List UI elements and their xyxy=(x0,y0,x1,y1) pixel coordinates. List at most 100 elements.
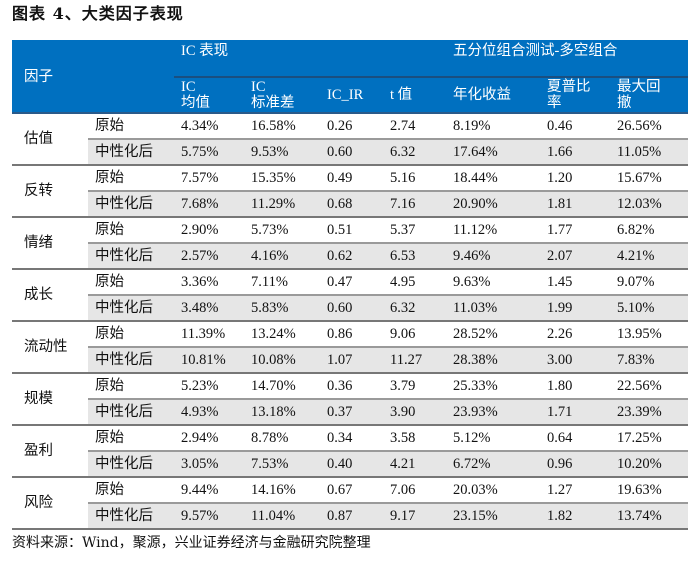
value-cell: 9.46% xyxy=(446,243,540,270)
value-cell: 6.72% xyxy=(446,451,540,478)
value-cell: 1.45 xyxy=(540,269,610,296)
value-cell: 28.38% xyxy=(446,347,540,374)
value-cell: 0.36 xyxy=(320,373,383,400)
value-cell: 9.53% xyxy=(244,139,320,166)
column-header-line: IC_IR xyxy=(327,87,364,103)
value-cell: 2.26 xyxy=(540,321,610,348)
value-cell: 18.44% xyxy=(446,165,540,192)
variant-label: 原始 xyxy=(88,373,174,400)
value-cell: 11.03% xyxy=(446,295,540,322)
table-row: 流动性 原始 11.39% 13.24% 0.86 9.06 28.52% 2.26 13.95… xyxy=(12,321,688,374)
value-cell: 11.12% xyxy=(446,217,540,244)
source-note: 资料来源：Wind，聚源，兴业证券经济与金融研究院整理 xyxy=(12,535,371,551)
value-cell: 1.66 xyxy=(540,139,610,166)
value-cell: 9.17 xyxy=(383,503,446,530)
value-cell: 1.82 xyxy=(540,503,610,530)
value-cell: 7.68% xyxy=(174,191,244,218)
value-cell: 4.21% xyxy=(610,243,688,270)
variant-label: 中性化后 xyxy=(88,347,174,374)
value-cell: 22.56% xyxy=(610,373,688,400)
value-cell: 3.48% xyxy=(174,295,244,322)
value-cell: 4.93% xyxy=(174,399,244,426)
column-header-line: 率 xyxy=(547,95,562,111)
factor-name: 情绪 xyxy=(12,217,88,270)
column-header: IC 均值 xyxy=(174,77,244,114)
value-cell: 2.07 xyxy=(540,243,610,270)
value-cell: 2.94% xyxy=(174,425,244,452)
value-cell: 3.58 xyxy=(383,425,446,452)
value-cell: 5.12% xyxy=(446,425,540,452)
value-cell: 9.06 xyxy=(383,321,446,348)
factor-name: 反转 xyxy=(12,165,88,218)
variant-label: 原始 xyxy=(88,425,174,452)
value-cell: 15.67% xyxy=(610,165,688,192)
factor-name: 盈利 xyxy=(12,425,88,478)
table-row: 规模 原始 5.23% 14.70% 0.36 3.79 25.33% 1.80 22.56% xyxy=(12,373,688,426)
column-header-line: IC xyxy=(181,79,196,95)
value-cell: 19.63% xyxy=(610,477,688,504)
factor-name: 风险 xyxy=(12,477,88,530)
value-cell: 5.75% xyxy=(174,139,244,166)
table-row: 反转 原始 7.57% 15.35% 0.49 5.16 18.44% 1.20 15.67% xyxy=(12,165,688,218)
variant-label: 中性化后 xyxy=(88,295,174,322)
value-cell: 7.06 xyxy=(383,477,446,504)
value-cell: 23.93% xyxy=(446,399,540,426)
value-cell: 2.57% xyxy=(174,243,244,270)
column-header-line: 最大回 xyxy=(617,79,661,95)
factor-name: 估值 xyxy=(12,113,88,166)
value-cell: 10.08% xyxy=(244,347,320,374)
value-cell: 0.46 xyxy=(540,113,610,140)
value-cell: 12.03% xyxy=(610,191,688,218)
variant-label: 中性化后 xyxy=(88,503,174,530)
value-cell: 0.40 xyxy=(320,451,383,478)
column-header-line: 均值 xyxy=(181,95,210,111)
variant-label: 原始 xyxy=(88,217,174,244)
value-cell: 5.73% xyxy=(244,217,320,244)
variant-label: 中性化后 xyxy=(88,399,174,426)
table-row: 中性化后 4.93% 13.18% 0.37 3.90 23.93% 1.71 23.39% xyxy=(12,399,688,426)
value-cell: 17.25% xyxy=(610,425,688,452)
value-cell: 1.71 xyxy=(540,399,610,426)
table-row: 估值 原始 4.34% 16.58% 0.26 2.74 8.19% 0.46 26.56% xyxy=(12,113,688,166)
column-header-line: 撤 xyxy=(617,95,632,111)
column-header-line: 夏普比 xyxy=(547,79,591,95)
value-cell: 1.77 xyxy=(540,217,610,244)
value-cell: 11.27 xyxy=(383,347,446,374)
value-cell: 13.74% xyxy=(610,503,688,530)
value-cell: 1.20 xyxy=(540,165,610,192)
column-header: 最大回撤 xyxy=(610,77,688,114)
value-cell: 0.49 xyxy=(320,165,383,192)
value-cell: 6.53 xyxy=(383,243,446,270)
header-factor: 因子 xyxy=(12,40,174,114)
header-portfolio-group: 五分位组合测试-多空组合 xyxy=(446,40,688,78)
value-cell: 10.81% xyxy=(174,347,244,374)
column-header-line: IC xyxy=(251,79,266,95)
page-content: 图表 4、大类因子表现 因子 IC 表现 五分位组合测试-多空组合 IC 均值 IC… xyxy=(12,4,688,551)
header-row-columns: IC 均值 IC 标准差 IC_IR t 值年化收益 夏普比率最大回撤 xyxy=(12,77,688,114)
value-cell: 4.16% xyxy=(244,243,320,270)
value-cell: 0.51 xyxy=(320,217,383,244)
value-cell: 0.60 xyxy=(320,139,383,166)
value-cell: 3.90 xyxy=(383,399,446,426)
value-cell: 23.15% xyxy=(446,503,540,530)
table-row: 中性化后 2.57% 4.16% 0.62 6.53 9.46% 2.07 4.21% xyxy=(12,243,688,270)
value-cell: 2.90% xyxy=(174,217,244,244)
value-cell: 0.60 xyxy=(320,295,383,322)
value-cell: 9.57% xyxy=(174,503,244,530)
value-cell: 8.78% xyxy=(244,425,320,452)
value-cell: 0.34 xyxy=(320,425,383,452)
variant-label: 原始 xyxy=(88,269,174,296)
value-cell: 10.20% xyxy=(610,451,688,478)
value-cell: 26.56% xyxy=(610,113,688,140)
column-header: IC 标准差 xyxy=(244,77,320,114)
value-cell: 5.10% xyxy=(610,295,688,322)
variant-label: 原始 xyxy=(88,477,174,504)
value-cell: 13.18% xyxy=(244,399,320,426)
value-cell: 3.05% xyxy=(174,451,244,478)
value-cell: 0.68 xyxy=(320,191,383,218)
table-row: 中性化后 7.68% 11.29% 0.68 7.16 20.90% 1.81 12.03% xyxy=(12,191,688,218)
value-cell: 0.96 xyxy=(540,451,610,478)
variant-label: 中性化后 xyxy=(88,451,174,478)
value-cell: 9.63% xyxy=(446,269,540,296)
value-cell: 2.74 xyxy=(383,113,446,140)
